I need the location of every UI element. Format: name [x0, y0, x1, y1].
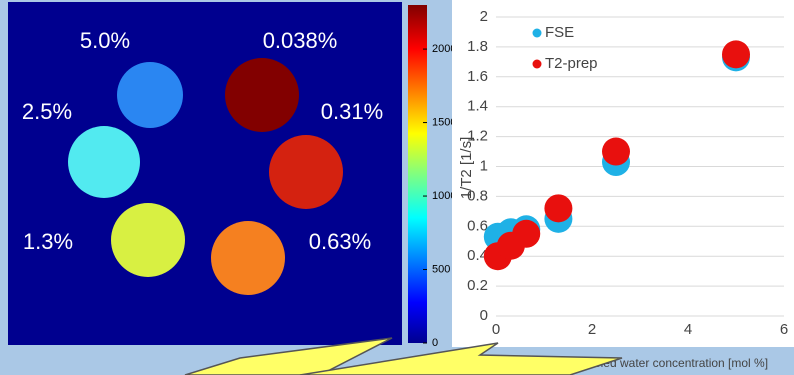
y-tick-label: 1 — [480, 157, 488, 174]
point — [512, 220, 540, 248]
phantom — [68, 126, 140, 198]
legend-marker — [533, 29, 542, 38]
legend-label: T2-prep — [545, 55, 598, 72]
legend-marker — [533, 60, 542, 69]
y-tick-label: 2 — [480, 8, 488, 25]
y-tick-label: 0 — [480, 307, 488, 324]
y-tick-label: 1.4 — [467, 98, 488, 115]
colorbar — [408, 5, 427, 343]
phantom — [269, 135, 343, 209]
y-tick-label: 1.8 — [467, 38, 488, 55]
colorbar-tick-label: 0 — [432, 337, 438, 349]
concentration-label: 5.0% — [80, 28, 130, 53]
concentration-label: 0.31% — [321, 99, 383, 124]
colorbar-tick-label: 500 — [432, 263, 450, 275]
phantom — [211, 221, 285, 295]
page: 5.0% 0.038% 2.5% 0.31% 1.3% 0.63% 0 500 1 0… — [0, 0, 794, 375]
phantom — [225, 58, 299, 132]
y-tick-label: 0.2 — [467, 277, 488, 294]
figure: 5.0% 0.038% 2.5% 0.31% 1.3% 0.63% 0 500 1 0… — [0, 0, 794, 375]
legend-label: FSE — [545, 24, 574, 41]
y-tick-label: 1.6 — [467, 68, 488, 85]
x-tick-label: 6 — [780, 321, 788, 338]
y-axis-label: 1/T2 [1/s] — [458, 137, 475, 200]
concentration-label: 2.5% — [22, 99, 72, 124]
point — [722, 40, 750, 68]
phantom — [111, 203, 185, 277]
phantom — [117, 62, 183, 128]
point — [602, 138, 630, 166]
point — [544, 194, 572, 222]
x-tick-label: 2 — [588, 321, 596, 338]
concentration-label: 0.038% — [263, 28, 338, 53]
x-tick-label: 4 — [684, 321, 692, 338]
x-tick-label: 0 — [492, 321, 500, 338]
concentration-label: 0.63% — [309, 229, 371, 254]
concentration-label: 1.3% — [23, 229, 73, 254]
